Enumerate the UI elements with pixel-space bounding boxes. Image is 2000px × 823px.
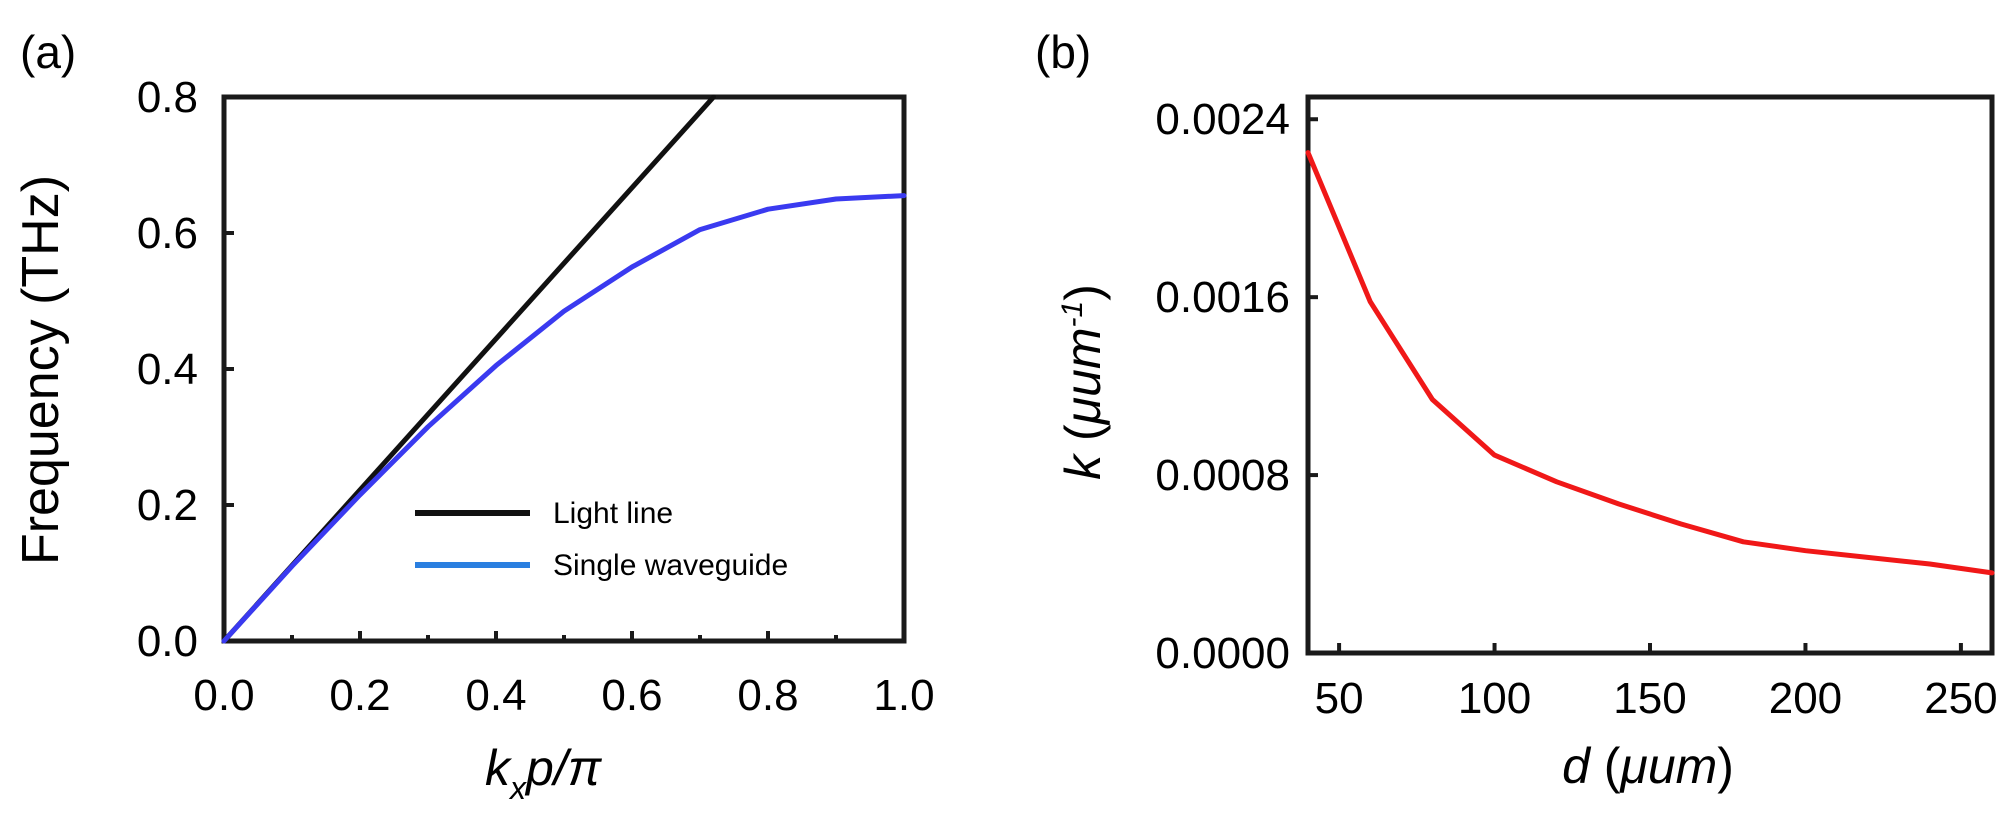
panel-a-y-tick-label: 0.6 <box>137 209 198 258</box>
panel-b-x-tick-label: 250 <box>1924 674 1997 723</box>
panel-b-xlabel: d (μum) <box>1562 738 1734 794</box>
panel-b-x-ticks: 50 100 150 200 250 <box>1315 643 1998 723</box>
panel-b-y-tick-label: 0.0024 <box>1155 95 1290 144</box>
panel-a-x-tick-label: 0.0 <box>193 671 254 720</box>
legend-label-single-waveguide: Single waveguide <box>553 549 788 582</box>
panel-b-x-tick-label: 150 <box>1613 674 1686 723</box>
panel-b-y-ticks: 0.0000 0.0008 0.0016 0.0024 <box>1155 95 1318 678</box>
panel-a-xlabel-rest: p/π <box>524 740 603 796</box>
panel-b-series <box>1305 150 1995 576</box>
panel-a-y-tick-label: 0.4 <box>137 345 198 394</box>
panel-a-x-tick-label: 0.4 <box>465 671 526 720</box>
panel-b-series-line <box>1305 150 1995 576</box>
panel-b-xlabel-open: ( <box>1590 738 1621 794</box>
panel-a-x-tick-label: 0.2 <box>329 671 390 720</box>
panel-b-ylabel-open: ( <box>1055 424 1111 455</box>
panel-b-x-tick-label: 50 <box>1315 674 1364 723</box>
panel-a-y-tick-label: 0.8 <box>137 73 198 122</box>
panel-b-y-tick-label: 0.0016 <box>1155 273 1290 322</box>
panel-b-y-tick-label: 0.0008 <box>1155 451 1290 500</box>
panel-a-xlabel-k: k <box>485 740 513 796</box>
panel-b-label: (b) <box>1035 26 1091 78</box>
panel-a-x-tick-label: 0.6 <box>601 671 662 720</box>
panel-b-x-tick-label: 200 <box>1769 674 1842 723</box>
panel-a-xlabel-subscript: x <box>508 770 527 806</box>
panel-b: (b) k (μum-1) 50 100 150 200 250 0.00000.000… <box>1035 26 1998 794</box>
panel-a-label: (a) <box>20 26 76 78</box>
panel-a-x-tick-label: 1.0 <box>873 671 934 720</box>
panel-b-xlabel-close: ) <box>1717 738 1734 794</box>
panel-b-x-tick-label: 100 <box>1458 674 1531 723</box>
panel-a-xlabel: kxp/π <box>485 740 603 806</box>
panel-b-xlabel-unit: μum <box>1618 738 1717 794</box>
panel-b-ylabel: k (μum-1) <box>1055 284 1111 480</box>
panel-b-xlabel-var: d <box>1562 738 1592 794</box>
panel-a-series <box>221 94 907 644</box>
panel-b-ylabel-close: ) <box>1055 284 1111 301</box>
legend-label-light-line: Light line <box>553 497 673 530</box>
panel-a-ylabel: Frequency (THz) <box>12 175 70 565</box>
panel-a-y-tick-label: 0.0 <box>137 617 198 666</box>
panel-b-ylabel-exp: -1 <box>1056 301 1089 328</box>
panel-a-legend: Light line Single waveguide <box>415 497 788 582</box>
panel-b-ylabel-var: k <box>1055 452 1111 480</box>
panel-a-y-ticks: 0.0 0.2 0.4 0.6 0.8 <box>137 73 234 666</box>
panel-a-series-line-single-waveguide <box>221 193 907 644</box>
panel-a-y-tick-label: 0.2 <box>137 481 198 530</box>
panel-a-x-ticks: 0.0 0.2 0.4 0.6 0.8 1.0 <box>193 631 935 720</box>
panel-b-y-tick-label: 0.0000 <box>1155 629 1290 678</box>
panel-b-frame <box>1305 94 1995 656</box>
panel-b-ylabel-unit: μum <box>1055 327 1111 426</box>
panel-a-x-tick-label: 0.8 <box>737 671 798 720</box>
panel-a: (a) Frequency (THz) 0.0 0.2 0.4 0.6 0.8 1.0 0… <box>12 26 935 806</box>
